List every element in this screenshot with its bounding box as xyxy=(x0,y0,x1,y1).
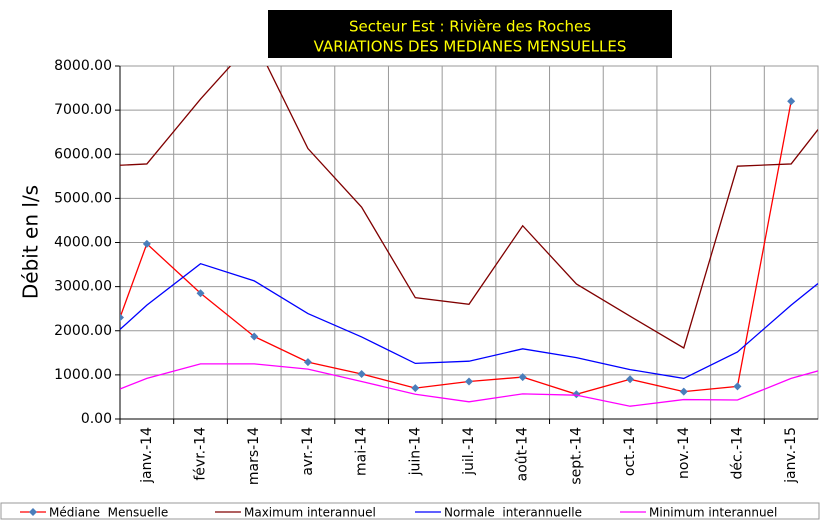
y-tick-label: 0.00 xyxy=(81,411,112,427)
x-tick-label: avr.-14 xyxy=(300,427,316,476)
plot-series xyxy=(120,66,818,407)
y-axis-label: Débit en l/s xyxy=(19,185,43,299)
y-tick-label: 7000.00 xyxy=(54,102,112,118)
x-tick-label: mai-14 xyxy=(354,427,370,476)
title-box xyxy=(268,10,672,58)
y-tick-label: 3000.00 xyxy=(54,279,112,295)
data-point xyxy=(196,289,205,298)
data-point xyxy=(250,332,259,341)
data-point xyxy=(303,358,312,367)
x-tick-label: févr.-14 xyxy=(193,427,209,481)
legend-box xyxy=(0,502,820,520)
x-tick-label: août-14 xyxy=(515,427,531,481)
x-tick-label: janv.-15 xyxy=(783,427,799,484)
data-point xyxy=(518,373,527,382)
legend-label: Médiane Mensuelle xyxy=(49,506,168,520)
x-tick-label: mars-14 xyxy=(246,427,262,485)
data-point xyxy=(626,375,635,384)
x-tick-label: oct.-14 xyxy=(622,427,638,476)
series-line xyxy=(120,262,818,380)
y-tick-label: 6000.00 xyxy=(54,146,112,162)
y-tick-label: 2000.00 xyxy=(54,323,112,339)
data-point xyxy=(411,384,420,393)
x-tick-label: déc.-14 xyxy=(729,427,745,480)
data-point xyxy=(465,377,473,386)
data-point xyxy=(733,382,742,391)
y-tick-label: 8000.00 xyxy=(54,58,112,74)
chart-subtitle: VARIATIONS DES MEDIANES MENSUELLES xyxy=(314,38,627,56)
y-tick-label: 4000.00 xyxy=(54,235,112,251)
data-point xyxy=(572,390,581,399)
y-tick-label: 5000.00 xyxy=(54,190,112,206)
legend-label: Minimum interannuel xyxy=(649,506,777,520)
chart-title: Secteur Est : Rivière des Roches xyxy=(349,18,591,36)
series-line xyxy=(120,101,792,395)
legend-marker xyxy=(29,508,37,516)
data-point xyxy=(120,313,124,322)
series-line xyxy=(120,363,818,407)
x-tick-label: nov.-14 xyxy=(676,427,692,479)
legend-label: Maximum interannuel xyxy=(244,506,376,520)
data-point xyxy=(357,369,366,378)
data-point xyxy=(679,387,688,396)
x-tick-label: sept.-14 xyxy=(568,427,584,485)
y-tick-label: 1000.00 xyxy=(54,367,112,383)
x-tick-label: juin-14 xyxy=(407,427,423,476)
data-point xyxy=(142,239,151,248)
x-tick-label: juil.-14 xyxy=(461,427,477,476)
series-line xyxy=(120,66,818,349)
data-point xyxy=(787,97,796,106)
legend-label: Normale interannuelle xyxy=(444,506,582,520)
x-tick-label: janv.-14 xyxy=(139,427,155,484)
